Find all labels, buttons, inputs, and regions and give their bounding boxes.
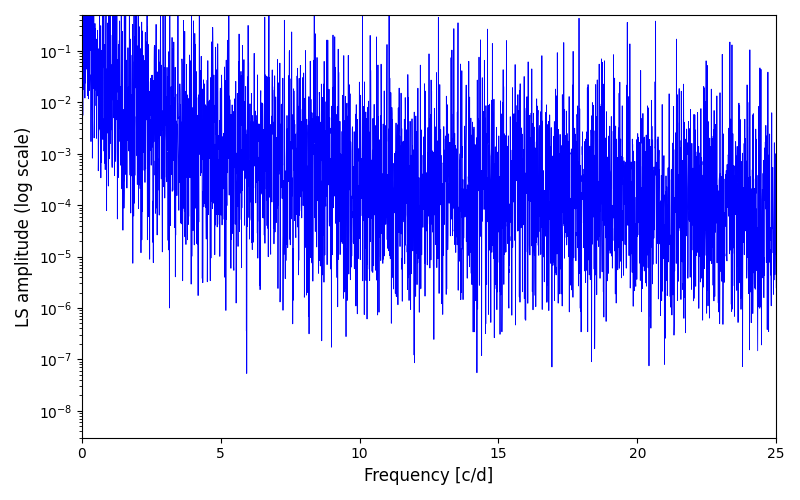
X-axis label: Frequency [c/d]: Frequency [c/d] (364, 467, 494, 485)
Y-axis label: LS amplitude (log scale): LS amplitude (log scale) (15, 126, 33, 326)
